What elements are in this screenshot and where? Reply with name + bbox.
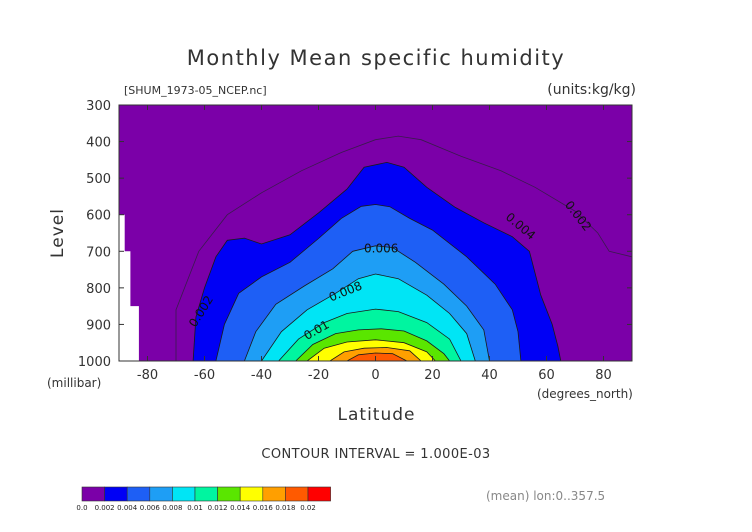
- colorbar-swatch: [217, 486, 241, 502]
- contour-line-4: [261, 273, 476, 361]
- x-tick-label: -40: [251, 368, 272, 383]
- colorbar-label: 0.014: [230, 504, 251, 512]
- y-tick-label: 500: [86, 172, 111, 187]
- x-axis-label: Latitude: [338, 405, 416, 425]
- y-tick-label: 800: [86, 282, 111, 297]
- y-tick-label: 700: [86, 245, 111, 260]
- x-tick-label: 0: [371, 368, 379, 383]
- colorbar-label: 0.01: [187, 504, 203, 512]
- colorbar-label: 0.016: [253, 504, 274, 512]
- y-tick-label: 900: [86, 318, 111, 333]
- units-label: (units:kg/kg): [547, 82, 636, 98]
- colorbar-label: 0.002: [95, 504, 115, 512]
- x-tick-label: -20: [308, 368, 329, 383]
- x-tick-label: 20: [424, 368, 441, 383]
- chart-title: Monthly Mean specific humidity: [186, 46, 566, 70]
- contour-line-8: [329, 347, 422, 361]
- contour-line-5: [278, 308, 462, 361]
- y-tick-label: 300: [86, 99, 111, 114]
- colorbar-label: 0.008: [162, 504, 182, 512]
- contour-lines: [175, 135, 632, 361]
- x-tick-label: 80: [595, 368, 612, 383]
- x-tick-label: 40: [481, 368, 498, 383]
- y-axis-label: Level: [48, 208, 68, 258]
- colorbar-swatch: [285, 486, 309, 502]
- colorbar-label: 0.018: [275, 504, 295, 512]
- x-tick-label: -80: [137, 368, 158, 383]
- x-axis-unit: (degrees_north): [537, 387, 633, 401]
- contour-line-7: [306, 339, 436, 361]
- colorbar-swatch: [104, 486, 128, 502]
- colorbar-swatch: [81, 486, 105, 502]
- y-tick-label: 1000: [78, 355, 111, 370]
- colorbar-label: 0.02: [300, 504, 316, 512]
- contour-interval-label: CONTOUR INTERVAL = 1.000E-03: [261, 447, 491, 462]
- colorbar-label: 0.012: [208, 504, 228, 512]
- colorbar-swatch: [149, 486, 173, 502]
- colorbar-swatch: [194, 486, 218, 502]
- colorbar-label: 0.0: [76, 504, 87, 512]
- colorbar: 0.0 0.002 0.004 0.006 0.008 0.01 0.012 0.014 0.0…: [76, 486, 331, 512]
- x-tick-label: -60: [194, 368, 215, 383]
- axes: -80 -60 -40 -20 0 20 40 60 80 300 400 500 600 700 800 9…: [47, 99, 633, 425]
- source-file-label: [SHUM_1973-05_NCEP.nc]: [124, 84, 267, 97]
- y-tick-label: 600: [86, 209, 111, 224]
- mean-note-label: (mean) lon:0..357.5: [486, 489, 606, 503]
- y-axis-unit: (millibar): [47, 376, 101, 390]
- contour-line-2: [215, 204, 522, 361]
- colorbar-label: 0.006: [140, 504, 161, 512]
- colorbar-label: 0.004: [117, 504, 138, 512]
- contour-line-3: [244, 245, 490, 361]
- contour-line-1: [192, 161, 562, 361]
- colorbar-swatch: [239, 486, 264, 502]
- colorbar-swatch: [262, 486, 286, 502]
- contour-line-9: [346, 352, 408, 361]
- contour-line-outer: [175, 135, 632, 361]
- colorbar-swatch: [307, 486, 331, 502]
- colorbar-swatch: [126, 486, 151, 502]
- colorbar-swatch: [172, 486, 196, 502]
- x-tick-label: 60: [538, 368, 555, 383]
- contour-line-6: [295, 328, 450, 361]
- band-9: [347, 353, 407, 361]
- y-tick-label: 400: [86, 136, 111, 151]
- contour-label: 0.006: [364, 241, 398, 255]
